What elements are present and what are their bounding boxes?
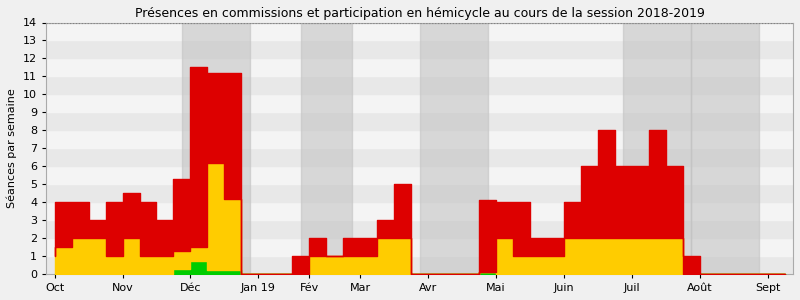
Bar [46,112,793,130]
Bar [301,22,352,274]
Bar [46,76,793,94]
Bar [46,130,793,148]
Bar [420,22,487,274]
Bar [46,4,793,22]
Bar [46,256,793,274]
Bar [46,184,793,202]
Bar [46,22,793,40]
Bar [46,238,793,256]
Bar [46,166,793,184]
Bar [623,22,691,274]
Bar [46,148,793,166]
Y-axis label: Séances par semaine: Séances par semaine [7,88,18,208]
Bar [46,58,793,76]
Bar [182,22,250,274]
Bar [46,220,793,238]
Title: Présences en commissions et participation en hémicycle au cours de la session 20: Présences en commissions et participatio… [134,7,705,20]
Bar [46,40,793,58]
Bar [46,94,793,112]
Bar [46,202,793,220]
Bar [691,22,759,274]
